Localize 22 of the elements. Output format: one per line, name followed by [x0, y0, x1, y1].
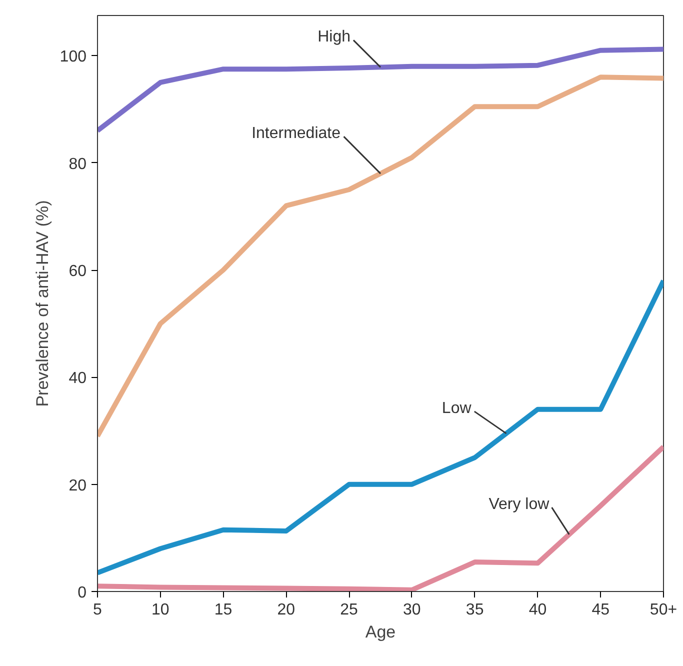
- x-tick-label: 40: [528, 602, 547, 618]
- text: Low: [442, 400, 472, 417]
- y-tick-label: 0: [78, 584, 87, 602]
- series-label: Very low: [488, 496, 550, 513]
- x-tick-label: 5: [93, 602, 102, 618]
- x-tick-label: 10: [151, 602, 170, 618]
- x-tick-label: 50+: [650, 602, 678, 618]
- x-tick-label: 35: [466, 602, 484, 618]
- x-tick-label: 45: [592, 602, 610, 618]
- text: Intermediate: [252, 125, 341, 142]
- series-label: High: [318, 28, 350, 46]
- y-tick-label: 20: [68, 477, 87, 494]
- x-tick-label: 25: [340, 602, 358, 618]
- y-tick-label: 60: [68, 263, 87, 280]
- x-tick-label: 20: [277, 602, 296, 618]
- x-axis-title: Age: [365, 622, 396, 642]
- y-tick-label: 100: [60, 48, 87, 66]
- y-axis-title: Prevalence of anti-HAV (%): [32, 200, 52, 407]
- x-tick-label: 15: [214, 602, 232, 618]
- y-tick-label: 40: [68, 370, 87, 388]
- x-tick-label: 30: [403, 602, 421, 618]
- y-tick-label: 80: [68, 156, 87, 173]
